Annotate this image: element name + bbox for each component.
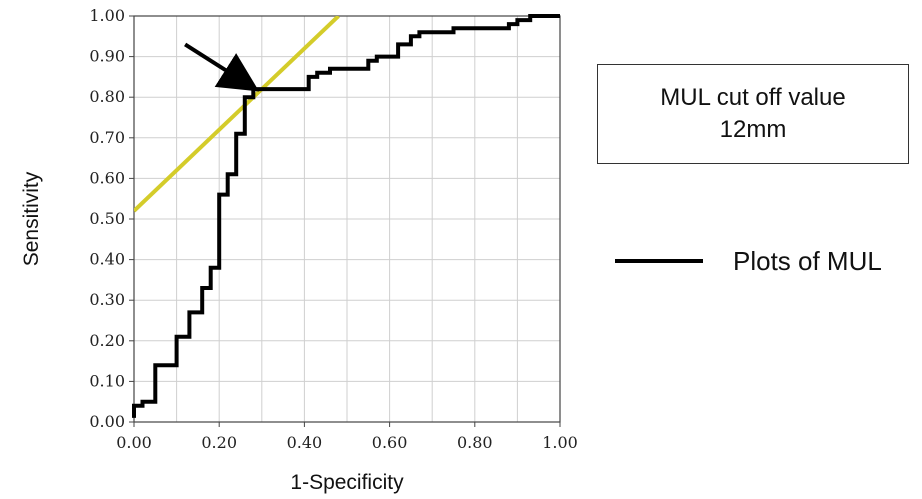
legend: Plots of MUL [615,241,882,281]
x-tick-label: 0.20 [201,433,237,452]
y-tick-label: 0.60 [89,168,125,187]
y-tick-label: 0.50 [89,209,125,228]
series-layer [132,14,560,418]
cutoff-annotation-box: MUL cut off value 12mm [597,64,909,164]
legend-swatch [615,259,703,263]
annotation-line-2: 12mm [719,116,787,143]
y-tick-label: 0.20 [89,331,125,350]
y-tick-label: 0.30 [89,290,125,309]
y-tick-label: 0.70 [89,128,125,147]
y-tick-labels: 0.00 0.10 0.20 0.30 0.40 0.50 0.60 0.70 0.80 0.90… [89,6,134,431]
annotation-line-1: MUL cut off value [660,84,846,111]
x-tick-label: 1.00 [542,433,578,452]
cutoff-arrow [184,42,260,92]
x-tick-label: 0.40 [287,433,323,452]
y-tick-label: 0.10 [89,371,125,390]
y-tick-label: 0.00 [89,412,125,431]
y-axis-label: Sensitivity [20,171,43,266]
x-tick-label: 0.60 [372,433,408,452]
y-tick-label: 0.80 [89,87,125,106]
grid [134,16,560,422]
y-tick-label: 0.40 [89,250,125,269]
x-tick-label: 0.80 [457,433,493,452]
annotation-layer [184,42,260,92]
x-axis-label: 1-Specificity [290,471,404,494]
cutoff-tangent-line [134,16,340,213]
legend-label: Plots of MUL [733,245,882,276]
y-tick-label: 0.90 [89,47,125,66]
cutoff-line-layer [134,16,340,213]
x-tick-labels: 0.00 0.20 0.40 0.60 0.80 1.00 [116,422,578,452]
roc-curve-mul [132,14,560,418]
x-tick-label: 0.00 [116,433,152,452]
y-tick-label: 1.00 [89,6,125,25]
